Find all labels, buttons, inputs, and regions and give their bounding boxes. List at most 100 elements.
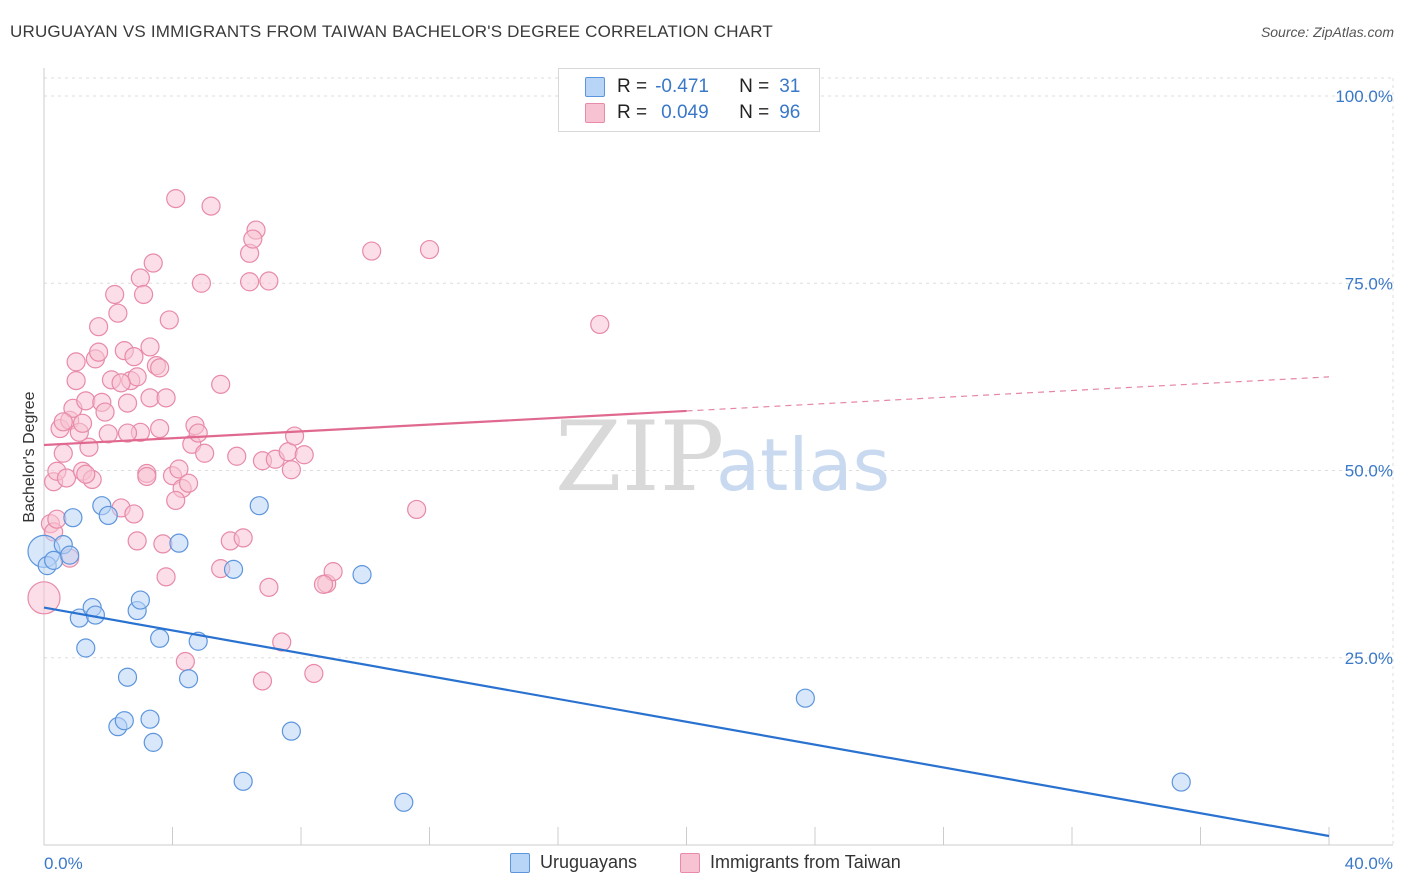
point-uruguayans (76, 638, 96, 658)
legend-r-value: 0.049 (661, 102, 709, 123)
legend-swatch-blue (510, 852, 530, 873)
point-taiwan (281, 460, 301, 480)
point-taiwan (53, 443, 73, 463)
series-immigrants-from-taiwan (27, 189, 610, 691)
point-taiwan (304, 663, 324, 684)
legend-swatch-pink (680, 852, 700, 873)
point-taiwan (169, 459, 189, 479)
point-taiwan (150, 358, 170, 378)
point-taiwan (108, 303, 128, 323)
point-uruguayans (394, 792, 414, 812)
point-taiwan (233, 528, 253, 548)
point-taiwan (105, 284, 125, 305)
point-uruguayans (60, 545, 80, 565)
point-taiwan (175, 651, 195, 672)
point-taiwan (124, 347, 144, 367)
chart-title: URUGUAYAN VS IMMIGRANTS FROM TAIWAN BACH… (10, 22, 774, 41)
point-taiwan (195, 443, 215, 463)
point-uruguayans (249, 496, 269, 516)
point-taiwan (66, 352, 86, 372)
y-tick-label: 75.0% (1345, 274, 1393, 293)
point-taiwan (407, 499, 427, 520)
point-taiwan (117, 423, 138, 443)
axes-layer (43, 68, 1393, 846)
point-taiwan (156, 567, 176, 587)
point-taiwan (323, 562, 343, 582)
point-taiwan (178, 473, 199, 493)
point-taiwan (188, 423, 208, 443)
point-taiwan (243, 229, 263, 249)
legend-item-uruguayans[interactable]: Uruguayans (510, 852, 637, 873)
point-taiwan (140, 337, 160, 357)
point-uruguayans (44, 550, 64, 570)
point-taiwan (419, 239, 440, 260)
point-taiwan (53, 412, 73, 432)
point-uruguayans (795, 688, 815, 708)
point-uruguayans (114, 711, 134, 731)
legend-label-taiwan: Immigrants from Taiwan (710, 852, 901, 872)
legend-n-label: N = (739, 102, 770, 123)
point-taiwan (284, 426, 305, 446)
point-uruguayans (63, 508, 83, 528)
point-taiwan (89, 317, 109, 337)
point-taiwan (127, 367, 147, 387)
watermark-atlas: atlas (716, 423, 890, 507)
point-taiwan (79, 437, 99, 457)
point-taiwan (137, 466, 157, 487)
point-uruguayans (169, 533, 189, 553)
y-tick-label: 50.0% (1345, 462, 1393, 481)
source-label: Source: ZipAtlas.com (1260, 24, 1394, 40)
point-taiwan (272, 632, 292, 652)
series-legend: Uruguayans Immigrants from Taiwan (0, 852, 1406, 878)
point-uruguayans (150, 628, 170, 648)
point-taiwan (294, 445, 314, 465)
point-taiwan (140, 388, 160, 408)
legend-r-label: R = (617, 102, 648, 123)
point-taiwan (166, 490, 186, 511)
trend-layer (43, 376, 1330, 838)
point-uruguayans (281, 721, 301, 741)
legend-n-label: N = (739, 76, 770, 97)
point-taiwan (124, 504, 144, 524)
x-tick-label-max: 40.0% (1345, 854, 1393, 873)
point-taiwan (201, 196, 221, 216)
y-tick-label: 100.0% (1335, 87, 1393, 106)
trendline-uruguayans-solid (43, 606, 1330, 838)
legend-n-value: 96 (779, 102, 801, 123)
point-taiwan (76, 464, 96, 484)
point-taiwan (259, 577, 279, 597)
legend-r-value: -0.471 (655, 76, 709, 97)
point-taiwan (362, 241, 382, 261)
point-taiwan (95, 402, 115, 422)
point-uruguayans (98, 505, 118, 526)
point-uruguayans (117, 667, 138, 687)
trendline-taiwan-dashed (686, 376, 1330, 412)
y-tick-label: 25.0% (1345, 649, 1393, 668)
point-taiwan (89, 342, 109, 362)
legend-swatch-pink (585, 103, 605, 123)
legend-row-taiwan: R = 0.049 N = 96 (585, 101, 800, 125)
point-uruguayans (178, 669, 199, 689)
point-taiwan (127, 531, 147, 551)
point-uruguayans (1171, 772, 1191, 792)
point-uruguayans (223, 559, 244, 579)
point-taiwan (313, 574, 334, 594)
y-axis-label: Bachelor's Degree (21, 391, 38, 522)
legend-row-uruguayans: R = -0.471 N = 31 (585, 75, 800, 99)
point-uruguayans (143, 732, 163, 752)
y-tick-labels: 25.0% 50.0% 75.0% 100.0% (1335, 87, 1393, 668)
trendline-taiwan-solid (43, 409, 687, 447)
legend-label-uruguayans: Uruguayans (540, 852, 638, 872)
point-taiwan (191, 273, 212, 293)
point-taiwan (166, 189, 186, 209)
x-tick-label-min: 0.0% (44, 854, 83, 873)
point-taiwan (143, 253, 163, 273)
point-taiwan (98, 424, 118, 444)
point-taiwan (227, 446, 247, 466)
point-uruguayans (233, 771, 253, 791)
point-taiwan (150, 418, 170, 439)
legend-item-taiwan[interactable]: Immigrants from Taiwan (680, 852, 901, 873)
point-taiwan (27, 581, 61, 615)
point-taiwan (259, 271, 279, 291)
